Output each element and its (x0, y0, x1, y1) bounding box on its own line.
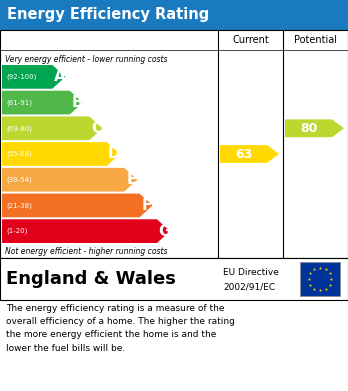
Polygon shape (220, 145, 279, 163)
Text: D: D (108, 147, 120, 161)
Text: (92-100): (92-100) (6, 74, 37, 80)
Text: (55-68): (55-68) (6, 151, 32, 157)
Polygon shape (2, 91, 83, 115)
Text: 2002/91/EC: 2002/91/EC (223, 282, 275, 291)
Text: (81-91): (81-91) (6, 99, 32, 106)
Polygon shape (2, 142, 120, 166)
Polygon shape (2, 194, 153, 217)
Bar (300, 262, 340, 296)
Text: (69-80): (69-80) (6, 125, 32, 131)
Text: England & Wales: England & Wales (6, 270, 176, 288)
Polygon shape (2, 168, 137, 192)
Text: 80: 80 (300, 122, 317, 135)
Bar (0, 258, 348, 300)
Polygon shape (2, 219, 170, 243)
Text: Not energy efficient - higher running costs: Not energy efficient - higher running co… (5, 246, 167, 255)
Text: EU Directive: EU Directive (223, 268, 279, 277)
Polygon shape (2, 65, 65, 89)
Text: (21-38): (21-38) (6, 202, 32, 209)
Text: B: B (71, 95, 83, 110)
Text: E: E (126, 172, 137, 187)
Text: F: F (142, 198, 152, 213)
Bar (0, 0, 348, 30)
Text: Potential: Potential (294, 35, 337, 45)
Text: Very energy efficient - lower running costs: Very energy efficient - lower running co… (5, 56, 167, 65)
Text: (39-54): (39-54) (6, 176, 32, 183)
Text: G: G (158, 224, 171, 239)
Text: 63: 63 (235, 147, 252, 160)
Text: The energy efficiency rating is a measure of the
overall efficiency of a home. T: The energy efficiency rating is a measur… (6, 304, 235, 353)
Bar (0, 30, 348, 258)
Text: (1-20): (1-20) (6, 228, 27, 234)
Text: A: A (54, 69, 65, 84)
Text: Energy Efficiency Rating: Energy Efficiency Rating (7, 7, 209, 23)
Text: C: C (91, 121, 102, 136)
Polygon shape (285, 119, 344, 137)
Text: Current: Current (232, 35, 269, 45)
Polygon shape (2, 117, 102, 140)
